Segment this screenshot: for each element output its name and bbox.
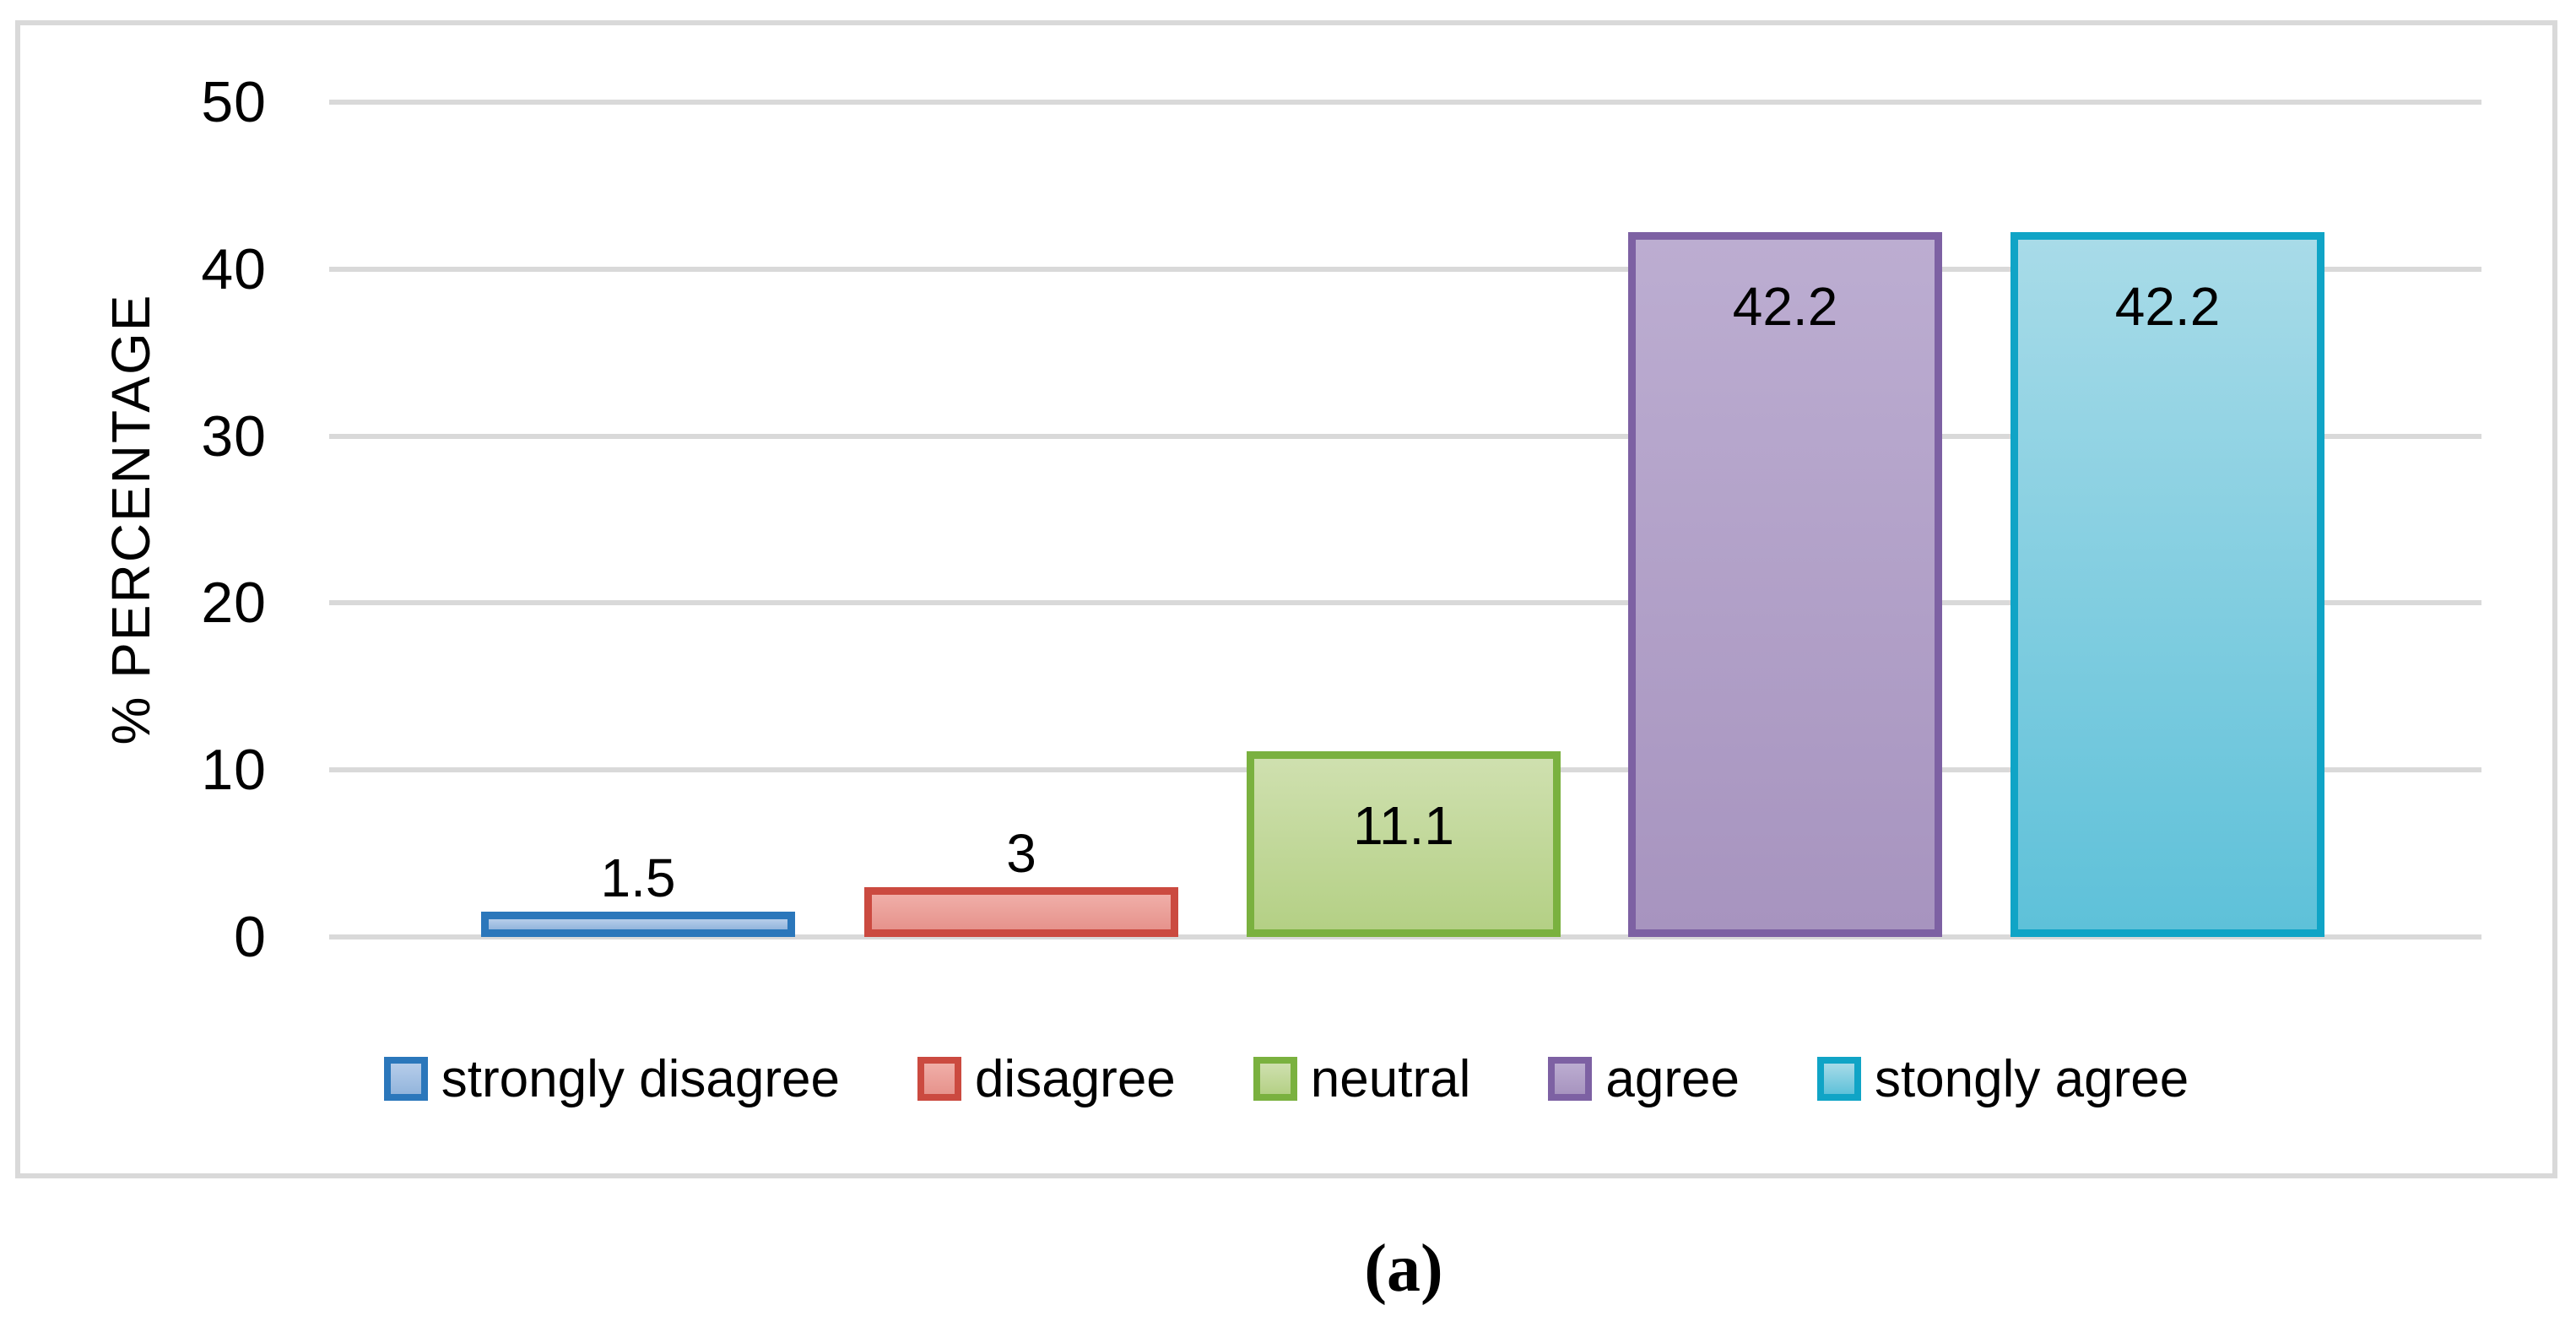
bar-stongly-agree: 42.2 [2010,232,2324,937]
y-tick-label-40: 40 [201,237,267,301]
legend-label-disagree: disagree [974,1049,1176,1108]
legend-item-neutral: neutral [1253,1049,1471,1109]
bar-neutral: 11.1 [1247,751,1561,937]
y-tick-label-10: 10 [201,738,267,802]
y-tick-label-30: 30 [201,404,267,468]
y-tick-label-0: 0 [234,905,267,969]
legend-marker-agree [1548,1057,1593,1101]
legend-label-stongly-agree: stongly agree [1874,1049,2189,1108]
legend-item-stongly-agree: stongly agree [1816,1049,2189,1109]
bar-value-label: 42.2 [1732,276,1838,337]
chart: % PERCENTAGE 1.5 3 11.1 42.2 42.2 strongly d… [15,20,2557,1178]
gridline-40 [329,267,2481,272]
figure-caption: (a) [1364,1232,1443,1306]
bar-agree: 42.2 [1628,232,1942,937]
bar-value-label: 42.2 [2114,276,2221,337]
plot-area: 1.5 3 11.1 42.2 42.2 [329,100,2481,940]
legend-marker-strongly-disagree [383,1057,428,1101]
gridline-20 [329,600,2481,605]
legend: strongly disagree disagree neutral agree sto… [20,1045,2552,1113]
y-axis-title: % PERCENTAGE [100,293,161,745]
legend-marker-disagree [917,1057,961,1101]
legend-label-agree: agree [1605,1049,1740,1108]
gridline-0 [329,934,2481,940]
legend-item-disagree: disagree [917,1049,1176,1109]
gridline-50 [329,100,2481,105]
legend-item-strongly-disagree: strongly disagree [383,1049,840,1109]
legend-marker-stongly-agree [1816,1057,1861,1101]
y-tick-label-50: 50 [201,70,267,134]
bar-strongly-disagree: 1.5 [481,850,795,937]
legend-item-agree: agree [1548,1049,1740,1109]
gridline-30 [329,434,2481,439]
y-tick-label-20: 20 [201,571,267,635]
bar-value-label: 1.5 [600,847,676,908]
bar-value-label: 11.1 [1353,795,1454,856]
legend-label-strongly-disagree: strongly disagree [441,1049,840,1108]
bar-value-label: 3 [1006,823,1036,884]
legend-label-neutral: neutral [1310,1049,1471,1108]
bar-disagree: 3 [864,826,1178,937]
legend-marker-neutral [1253,1057,1297,1101]
